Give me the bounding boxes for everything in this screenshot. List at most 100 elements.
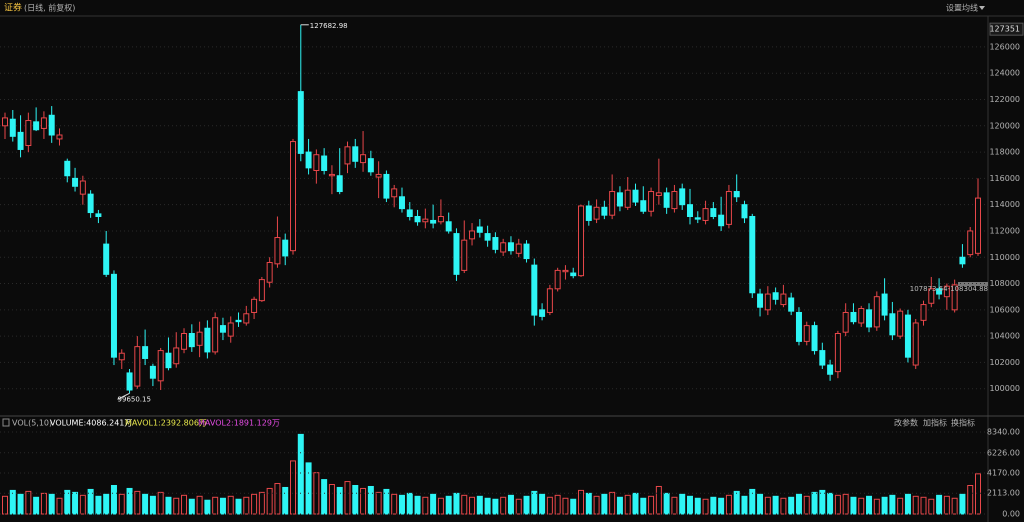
y-tick-label: 6226.00 <box>987 448 1020 457</box>
candle-body <box>398 196 405 210</box>
setting-button[interactable]: 设置均线 <box>946 3 978 13</box>
y-tick-label: 100000 <box>989 384 1020 393</box>
candle-body <box>204 327 211 353</box>
candle-body <box>694 217 701 220</box>
candle-body <box>803 325 810 342</box>
volume-bar <box>453 492 460 515</box>
volume-bar <box>258 491 265 515</box>
candle-body <box>212 317 219 353</box>
candle-body <box>375 173 382 178</box>
volume-bar <box>811 491 818 515</box>
volume-bar <box>897 497 904 515</box>
y-tick-label: 108000 <box>989 279 1020 288</box>
candle-body <box>764 293 771 311</box>
candle-body <box>725 191 732 225</box>
volume-bar <box>936 494 943 515</box>
volume-bar <box>391 493 398 515</box>
volume-bar <box>928 498 935 515</box>
candle-body <box>788 297 795 312</box>
volume-bar <box>235 498 242 515</box>
candle-body <box>72 177 79 187</box>
volume-bar <box>873 498 880 515</box>
volume-bar <box>118 493 125 515</box>
volume-bar <box>601 493 608 515</box>
volume-bar <box>554 494 561 515</box>
candle-body <box>601 206 608 216</box>
indicator-button[interactable]: 改参数 <box>894 418 918 428</box>
indicator-button[interactable]: 换指标 <box>951 418 975 428</box>
volume-bar <box>881 496 888 515</box>
candle-body <box>686 204 693 217</box>
volume-bar <box>920 496 927 515</box>
candle-body <box>609 191 616 216</box>
candle-body <box>274 237 281 265</box>
candle-body <box>313 154 320 171</box>
volume-bar <box>430 493 437 515</box>
indicator-button[interactable]: 加指标 <box>923 418 947 428</box>
candle-body <box>632 189 639 203</box>
candle-body <box>251 298 258 313</box>
volume-bar <box>95 495 102 515</box>
volume-bar <box>827 492 834 515</box>
candle-body <box>282 239 289 257</box>
candle-body <box>149 365 156 379</box>
volume-bar <box>912 495 919 515</box>
candle-body <box>912 322 919 366</box>
volume-bar <box>243 496 250 515</box>
volume-bar <box>546 496 553 515</box>
volume-bar <box>671 496 678 515</box>
candle-body <box>165 352 172 369</box>
volume-bar <box>686 495 693 515</box>
candle-body <box>679 188 686 206</box>
volume-bar <box>25 490 32 515</box>
top-tick-box <box>989 22 1024 36</box>
candle-body <box>344 146 351 165</box>
candle-body <box>25 120 32 147</box>
volume-bar <box>305 462 312 515</box>
volume-bar <box>2 495 8 515</box>
y-tick-label: 4170.00 <box>987 469 1020 478</box>
volume-bar <box>943 495 950 515</box>
volume-bar <box>492 498 499 515</box>
candle-body <box>671 191 678 210</box>
volume-bar <box>165 496 172 515</box>
candle-body <box>40 117 47 129</box>
candle-body <box>757 293 764 308</box>
volume-bar <box>959 493 966 515</box>
y-tick-label: 104000 <box>989 332 1020 341</box>
candle-body <box>562 269 569 273</box>
volume-bar <box>469 496 476 515</box>
volume-bar <box>803 495 810 515</box>
candle-body <box>437 216 444 223</box>
volume-bar <box>866 495 873 515</box>
volume-bar <box>33 496 40 515</box>
volume-bar <box>87 488 94 515</box>
candle-body <box>188 332 195 348</box>
candle-body <box>196 331 203 346</box>
candle-body <box>904 314 911 358</box>
candle-body <box>453 233 460 275</box>
candle-body <box>500 242 507 253</box>
candle-body <box>126 372 133 391</box>
volume-bar <box>500 496 507 515</box>
candle-body <box>484 233 491 241</box>
candle-body <box>539 309 546 317</box>
candle-body <box>819 350 826 366</box>
volume-bar <box>772 495 779 515</box>
volume-bar <box>398 494 405 515</box>
volume-bar <box>757 493 764 515</box>
volume-bar <box>219 497 226 515</box>
top-tick-label: 127351 <box>989 25 1020 34</box>
volume-bar <box>725 494 732 515</box>
volume-bar <box>406 492 413 515</box>
y-tick-label: 120000 <box>989 121 1020 130</box>
volume-bar <box>72 491 79 515</box>
candle-body <box>383 173 390 199</box>
candle-body <box>134 346 141 387</box>
candle-body <box>515 243 522 254</box>
volume-bar <box>328 484 335 515</box>
volume-bar <box>79 494 86 515</box>
candle-body <box>795 311 802 342</box>
y-tick-label: 110000 <box>989 253 1020 262</box>
